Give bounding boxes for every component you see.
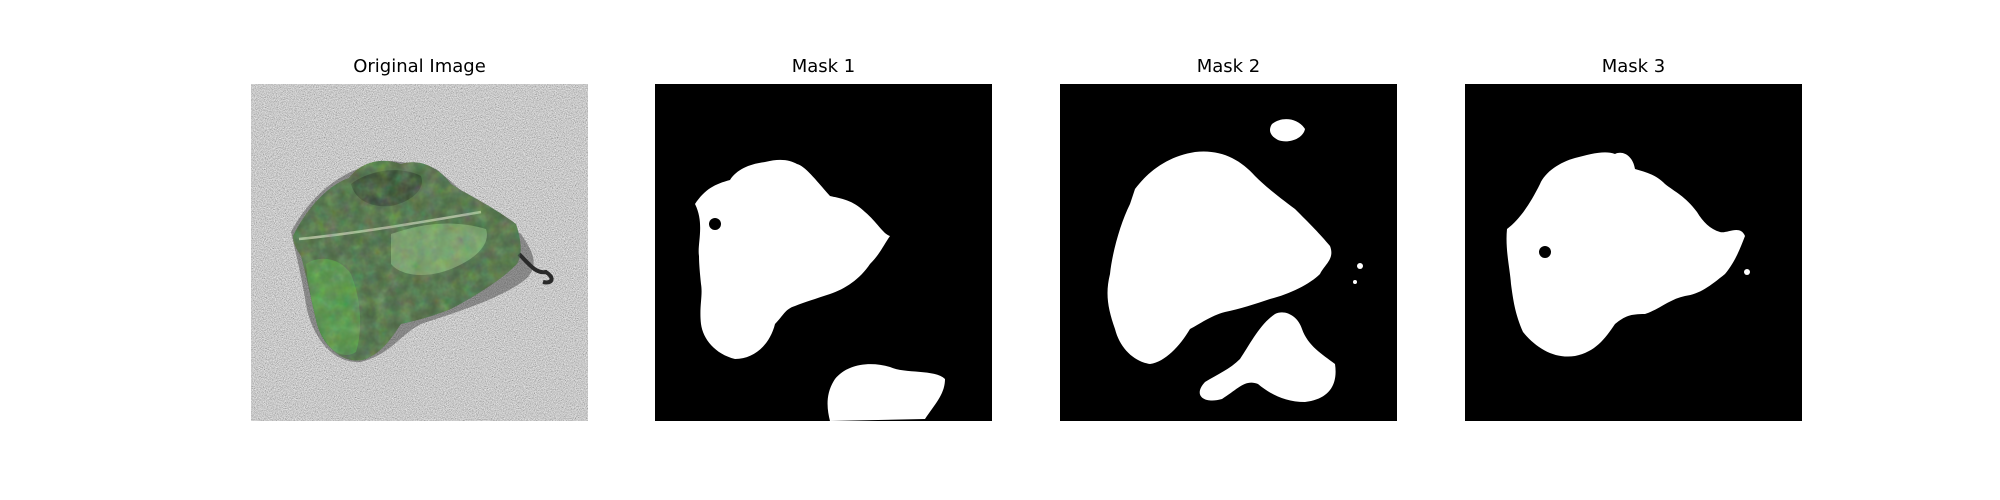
original-image-panel bbox=[251, 84, 588, 421]
mask-2-lower-blob bbox=[1199, 312, 1336, 402]
mask-1 bbox=[655, 84, 992, 421]
mask-1-main-blob bbox=[695, 159, 890, 359]
mask-3-speck bbox=[1744, 269, 1750, 275]
mask-3-main-blob bbox=[1506, 152, 1745, 357]
mask-2-speck bbox=[1357, 263, 1363, 269]
leaf-stem bbox=[517, 252, 554, 285]
mask-1-hole bbox=[709, 218, 721, 230]
mask-2-panel bbox=[1060, 84, 1397, 421]
mask-1-notch bbox=[830, 187, 840, 197]
panel-title-original-image: Original Image bbox=[353, 56, 486, 77]
mask-2 bbox=[1060, 84, 1397, 421]
mask-2-top-speck bbox=[1270, 119, 1305, 142]
original-image bbox=[251, 84, 588, 421]
mask-1-panel bbox=[655, 84, 992, 421]
mask-1-bottom-blob bbox=[827, 364, 945, 421]
mask-2-speck-2 bbox=[1353, 280, 1357, 284]
panel-title-mask-2: Mask 2 bbox=[1196, 56, 1261, 77]
mask-3-panel bbox=[1465, 84, 1802, 421]
mask-3 bbox=[1465, 84, 1802, 421]
panel-title-mask-3: Mask 3 bbox=[1601, 56, 1666, 77]
panel-title-mask-1: Mask 1 bbox=[791, 56, 856, 77]
mask-2-main-blob bbox=[1107, 151, 1332, 364]
mask-3-hole bbox=[1539, 246, 1551, 258]
